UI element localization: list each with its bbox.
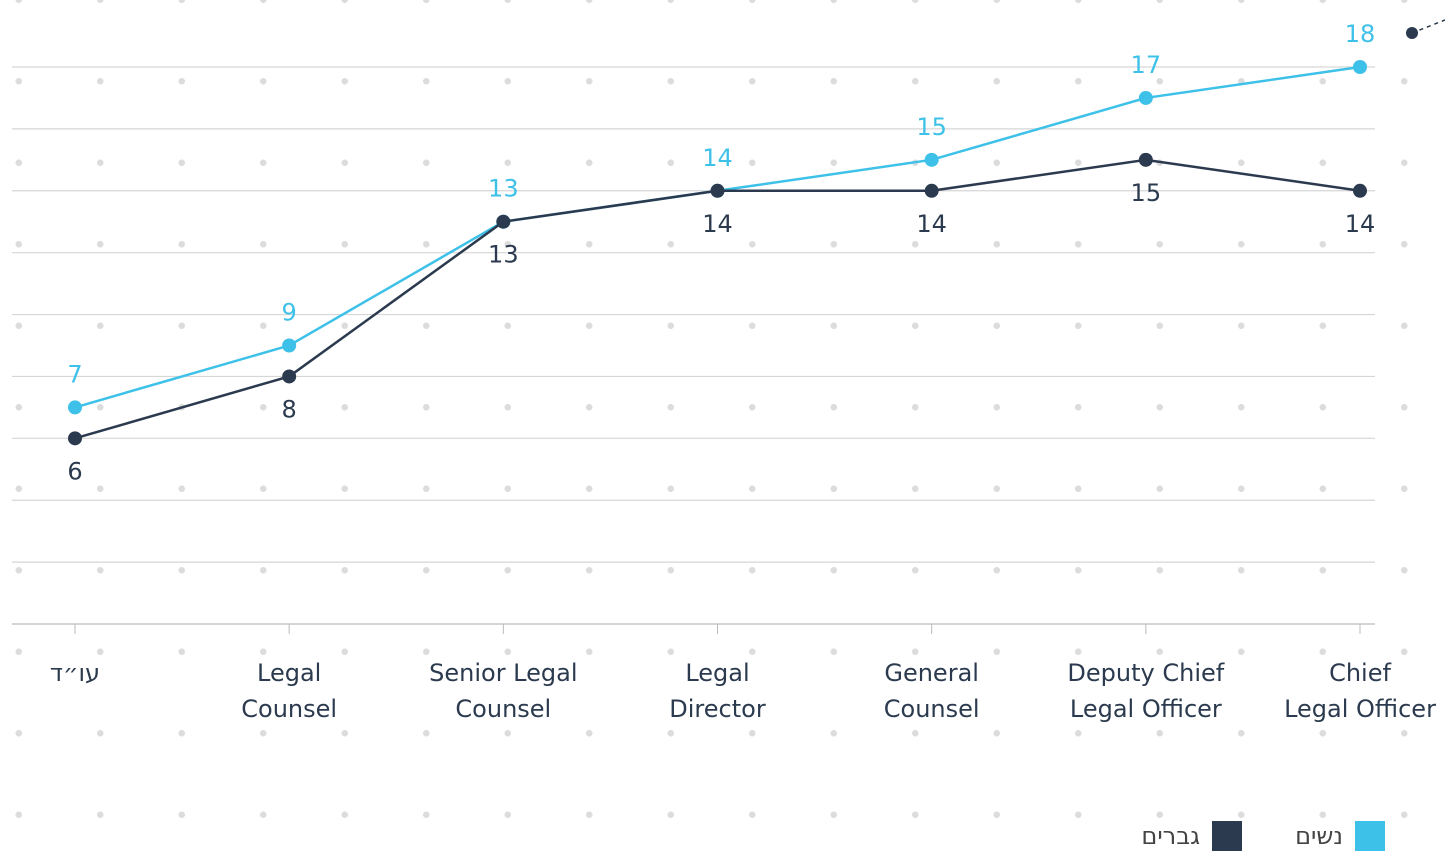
legend-label: נשים <box>1295 822 1343 850</box>
point <box>710 183 725 198</box>
x-tick-label: Legal Officer <box>1284 695 1436 723</box>
data-label: 18 <box>1345 20 1376 48</box>
x-tick-label: General <box>884 659 979 687</box>
point <box>282 369 297 384</box>
point <box>1353 183 1367 198</box>
decor-dot <box>1406 27 1418 39</box>
point <box>68 431 82 446</box>
data-label: 14 <box>1345 210 1376 238</box>
data-label: 8 <box>282 395 297 423</box>
data-label: 13 <box>488 241 519 269</box>
x-tick-label: Director <box>669 695 766 723</box>
point <box>1353 60 1367 74</box>
decor-line <box>1411 19 1445 34</box>
series-line <box>74 158 1361 440</box>
x-tick-label: Deputy Chief <box>1067 659 1224 687</box>
x-tick-label: Senior Legal <box>429 659 577 687</box>
legend-swatch <box>1212 821 1242 851</box>
point <box>68 400 82 415</box>
point <box>924 152 939 167</box>
legend-label: גברים <box>1141 822 1200 850</box>
data-label: 15 <box>916 113 947 141</box>
point <box>924 183 939 198</box>
x-tick-label: Counsel <box>455 695 551 723</box>
data-label: 13 <box>488 175 519 203</box>
x-tick-label: Legal <box>685 659 749 687</box>
data-label: 7 <box>67 360 82 388</box>
data-label: 6 <box>67 457 82 485</box>
x-tick-label: Legal Officer <box>1070 695 1222 723</box>
data-label: 17 <box>1131 51 1162 79</box>
data-label: 14 <box>702 144 733 172</box>
point <box>282 338 297 353</box>
data-label: 14 <box>916 210 947 238</box>
x-tick-label: עו״ד <box>50 659 100 687</box>
point <box>1138 90 1153 105</box>
x-tick-label: Counsel <box>884 695 980 723</box>
point <box>496 214 511 229</box>
x-tick-label: Legal <box>257 659 321 687</box>
data-label: 14 <box>702 210 733 238</box>
data-label: 15 <box>1131 179 1162 207</box>
x-tick-label: Chief <box>1329 659 1391 687</box>
data-label: 9 <box>282 299 297 327</box>
x-tick-label: Counsel <box>241 695 337 723</box>
point <box>1138 152 1153 167</box>
legend-swatch <box>1355 821 1385 851</box>
